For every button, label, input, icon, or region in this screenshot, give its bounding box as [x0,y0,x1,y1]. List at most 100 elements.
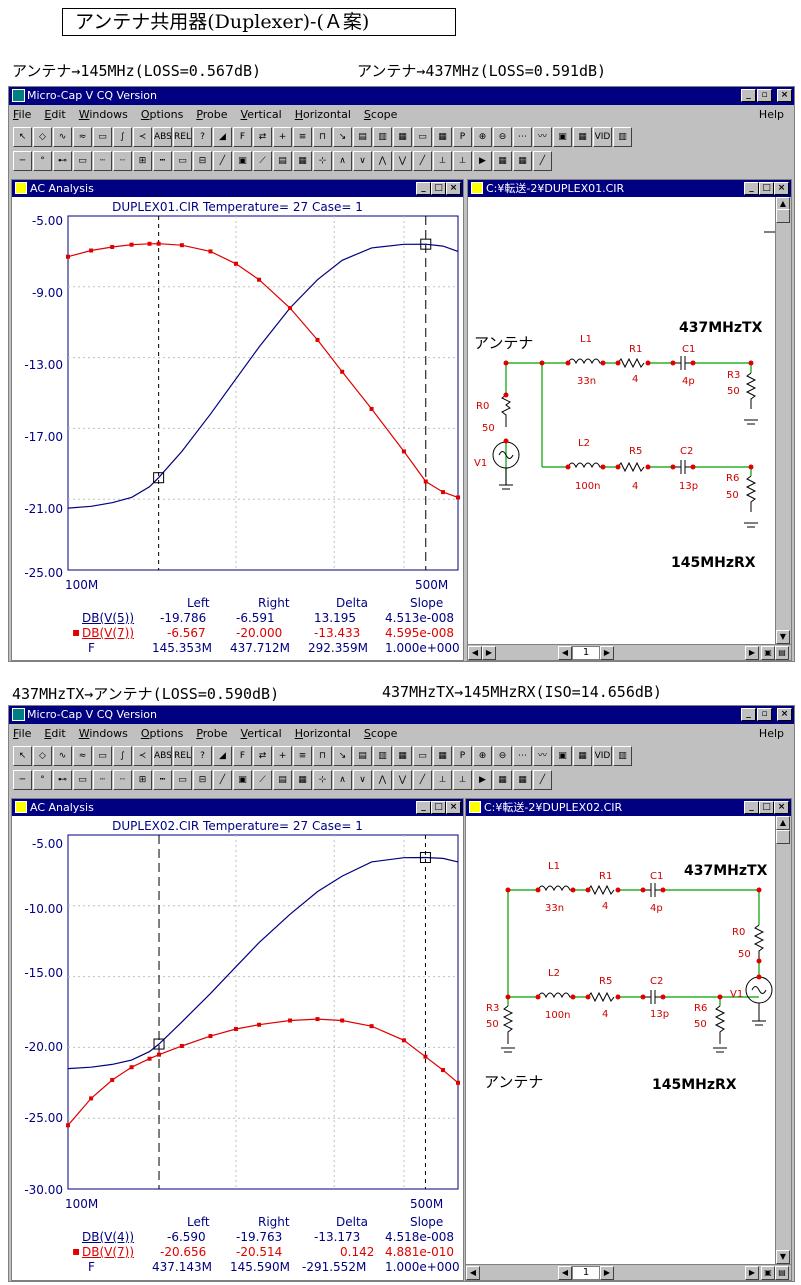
toolbar-1-button[interactable]: ▤ [353,746,372,766]
toolbar-2-button[interactable]: ▦ [293,151,312,171]
toolbar-2-button[interactable]: ▦ [513,770,532,790]
view-mode-icon[interactable]: ▣ [761,1266,775,1280]
toolbar-2-button[interactable]: ∧ [333,151,352,171]
view-mode-icon[interactable]: ▣ [761,646,775,660]
toolbar-2-button[interactable]: ▶ [473,151,492,171]
menu-help[interactable]: Help [758,727,784,740]
minimize-button[interactable]: _ [741,89,756,102]
menu-vertical[interactable]: Vertical [240,108,282,121]
toolbar-1-button[interactable]: ∫ [113,746,132,766]
toolbar-2-button[interactable]: ▣ [233,151,252,171]
toolbar-2-button[interactable]: ⊷ [53,770,72,790]
toolbar-1-button[interactable]: ⋯ [513,746,532,766]
page-next-button[interactable]: ▶ [600,646,614,660]
menu-probe[interactable]: Probe [196,727,228,740]
toolbar-1-button[interactable]: ∿ [53,746,72,766]
legend-series-2[interactable]: DB(V(7)) [82,1245,135,1259]
toolbar-2-button[interactable]: ⋀ [373,151,392,171]
legend-series-1[interactable]: DB(V(4)) [82,1230,135,1244]
toolbar-1-button[interactable]: ⊖ [493,127,512,147]
close-button[interactable]: × [774,801,789,814]
toolbar-2-button[interactable]: ° [33,151,52,171]
page-prev-button[interactable]: ◀ [558,1266,572,1280]
toolbar-1-button[interactable]: ⊕ [473,127,492,147]
menu-vertical[interactable]: Vertical [240,727,282,740]
close-button[interactable]: × [446,801,461,814]
toolbar-2-button[interactable]: ▦ [513,151,532,171]
restore-button[interactable]: ▫ [757,708,772,721]
toolbar-1-button[interactable]: ⊖ [493,746,512,766]
page-prev-button[interactable]: ◀ [558,646,572,660]
toolbar-1-button[interactable]: ⋯ [513,127,532,147]
toolbar-2-button[interactable]: ⊟ [193,151,212,171]
scroll-left-button[interactable]: ◀ [468,646,482,660]
toolbar-1-button[interactable]: ABS [153,746,172,766]
toolbar-2-button[interactable]: ⟋ [253,770,272,790]
toolbar-2-button[interactable]: ⊞ [133,770,152,790]
toolbar-2-button[interactable]: ∨ [353,770,372,790]
toolbar-1-button[interactable]: ≡ [293,127,312,147]
toolbar-2-button[interactable]: ┄ [93,770,112,790]
menu-help[interactable]: Help [758,108,784,121]
toolbar-1-button[interactable]: ⇄ [253,746,272,766]
toolbar-2-button[interactable]: ⟂ [433,151,452,171]
toolbar-1-button[interactable]: F [233,746,252,766]
minimize-button[interactable]: _ [416,801,431,814]
toolbar-2-button[interactable]: ▣ [233,770,252,790]
toolbar-2-button[interactable]: ⋁ [393,770,412,790]
menu-horizontal[interactable]: Horizontal [294,108,351,121]
toolbar-2-button[interactable]: ┈ [113,770,132,790]
toolbar-1-button[interactable]: ∫ [113,127,132,147]
toolbar-1-button[interactable]: ↖ [13,127,32,147]
toolbar-1-button[interactable]: VID [593,127,612,147]
toolbar-2-button[interactable]: ┅ [153,151,172,171]
toolbar-2-button[interactable]: ⋀ [373,770,392,790]
scroll-left-button[interactable]: ◀ [466,1266,480,1280]
toolbar-1-button[interactable]: ∿ [53,127,72,147]
close-button[interactable]: × [777,708,792,721]
toolbar-2-button[interactable]: ⊞ [133,151,152,171]
toolbar-1-button[interactable]: ▭ [93,127,112,147]
toolbar-1-button[interactable]: ▥ [613,746,632,766]
toolbar-1-button[interactable]: P [453,746,472,766]
toolbar-2-button[interactable]: ▭ [173,770,192,790]
close-button[interactable]: × [774,182,789,195]
toolbar-1-button[interactable]: VID [593,746,612,766]
toolbar-1-button[interactable]: ▭ [413,127,432,147]
close-button[interactable]: × [446,182,461,195]
toolbar-2-button[interactable]: ╱ [533,151,552,171]
toolbar-1-button[interactable]: ▥ [373,127,392,147]
toolbar-2-button[interactable]: ⊟ [193,770,212,790]
page-number[interactable]: 1 [572,646,600,660]
toolbar-1-button[interactable]: ↘ [333,127,352,147]
toolbar-1-button[interactable]: ◇ [33,746,52,766]
menu-file[interactable]: File [13,108,32,121]
schematic-drawing[interactable] [466,799,792,1281]
toolbar-1-button[interactable]: P [453,127,472,147]
ac-plot[interactable] [12,799,464,1281]
restore-button[interactable]: ▫ [757,89,772,102]
toolbar-1-button[interactable]: REL [173,127,192,147]
toolbar-2-button[interactable]: ⟋ [253,151,272,171]
toolbar-1-button[interactable]: ? [193,746,212,766]
maximize-button[interactable]: □ [759,801,774,814]
toolbar-2-button[interactable]: ┄ [93,151,112,171]
schematic-drawing[interactable] [468,180,792,661]
toolbar-2-button[interactable]: ∨ [353,151,372,171]
legend-series-1[interactable]: DB(V(5)) [82,611,135,625]
toolbar-1-button[interactable]: ▦ [393,127,412,147]
toolbar-1-button[interactable]: REL [173,746,192,766]
toolbar-1-button[interactable]: ? [193,127,212,147]
legend-series-2[interactable]: DB(V(7)) [82,626,135,640]
toolbar-1-button[interactable]: ▦ [393,746,412,766]
menu-probe[interactable]: Probe [196,108,228,121]
horizontal-scrollbar[interactable]: ◀ ◀ 1 ▶ ▶ ▣ ▤ [466,1264,791,1280]
toolbar-2-button[interactable]: ╱ [413,151,432,171]
toolbar-1-button[interactable]: ▥ [373,746,392,766]
toolbar-1-button[interactable]: ≈ [73,127,92,147]
toolbar-1-button[interactable]: ⊓ [313,746,332,766]
toolbar-2-button[interactable]: ⟂ [453,770,472,790]
toolbar-2-button[interactable]: ▭ [73,770,92,790]
toolbar-2-button[interactable]: ⊷ [53,151,72,171]
scroll-thumb[interactable] [776,209,790,223]
